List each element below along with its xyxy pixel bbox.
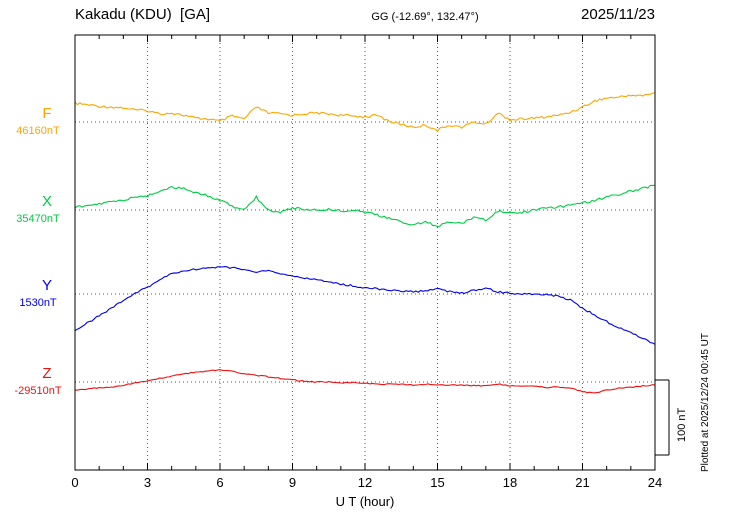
plot-date: 2025/11/23 [581,6,655,23]
series-baseline-value-Z: -29510nT [14,385,62,397]
x-tick-label: 15 [430,475,445,490]
x-tick-label: 24 [647,475,663,490]
plotted-at-note: Plotted at 2025/12/24 00:45 UT [700,333,711,472]
x-tick-label: 9 [288,475,297,490]
series-label-F: F [42,105,52,122]
series-baseline-value-F: 46160nT [16,125,60,137]
trace-Y [74,266,656,345]
trace-Z [74,369,656,394]
series-baseline-value-X: 35470nT [16,213,60,225]
station-coords: GG (-12.69°, 132.47°) [371,11,479,23]
scale-bar-label: 100 nT [676,407,688,442]
series-label-X: X [41,193,52,210]
x-tick-label: 0 [71,475,79,490]
series-baseline-value-Y: 1530nT [19,297,57,309]
x-tick-label: 6 [216,475,224,490]
trace-X [74,184,656,228]
x-tick-label: 3 [143,475,152,490]
plot-border [74,34,656,471]
x-tick-label: 21 [575,475,590,490]
x-tick-label: 18 [502,475,518,490]
series-label-Z: Z [42,365,52,382]
x-axis-title: U T (hour) [335,494,395,509]
trace-F [74,92,656,132]
x-tick-label: 12 [357,475,373,490]
series-label-Y: Y [41,277,52,294]
station-title: Kakadu (KDU) [GA] [75,6,211,23]
